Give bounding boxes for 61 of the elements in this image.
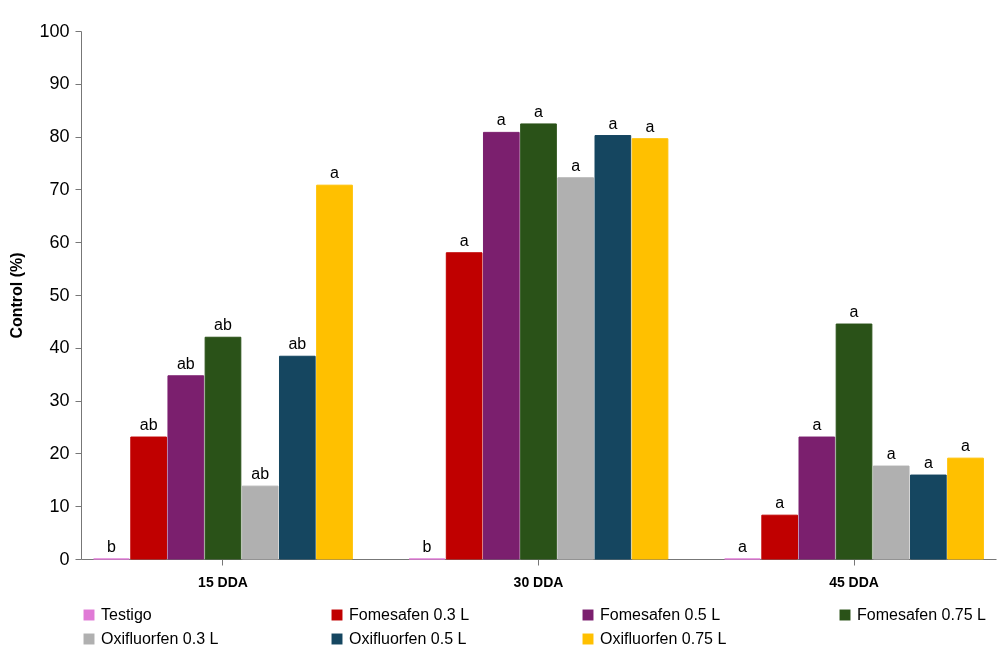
data-label: ab [251, 465, 270, 483]
data-label: ab [176, 354, 195, 372]
bar [798, 436, 836, 560]
data-label: a [608, 114, 618, 132]
data-label: b [422, 538, 432, 555]
data-label: a [849, 303, 859, 321]
data-label: a [775, 494, 785, 512]
bar [278, 355, 316, 560]
data-label: a [534, 102, 544, 120]
data-label: a [496, 111, 506, 129]
x-tick-label: 30 DDA [513, 573, 564, 590]
bar [872, 465, 910, 560]
legend-label: Testigo [101, 606, 152, 623]
bar [835, 323, 873, 560]
legend-label: Fomesafen 0.3 L [349, 606, 470, 623]
bar [910, 474, 947, 560]
y-tick-label: 40 [49, 337, 70, 358]
x-tick-label: 45 DDA [829, 573, 879, 590]
y-tick-label: 20 [49, 442, 70, 463]
data-label: a [645, 117, 655, 135]
data-label: a [571, 156, 581, 174]
bar [241, 485, 279, 560]
data-label: a [961, 437, 971, 455]
legend-label: Oxifluorfen 0.3 L [101, 630, 219, 647]
y-tick-label: 30 [49, 390, 70, 411]
bar [557, 177, 595, 560]
bar [594, 135, 632, 560]
data-label: a [330, 164, 340, 182]
data-label: a [738, 538, 748, 555]
legend-label: Oxifluorfen 0.75 L [600, 630, 727, 647]
x-tick-label: 15 DDA [198, 573, 248, 590]
bar [204, 336, 242, 560]
data-label: ab [288, 335, 307, 353]
bar [130, 436, 167, 560]
bar [482, 131, 520, 560]
y-tick-label: 10 [49, 495, 70, 516]
y-tick-label: 50 [49, 284, 70, 305]
data-label: a [812, 416, 822, 434]
data-label: a [459, 231, 469, 249]
bar [316, 184, 353, 560]
legend-label: Oxifluorfen 0.5 L [349, 630, 467, 647]
y-tick-label: 0 [59, 548, 70, 569]
data-label: a [923, 454, 933, 472]
bar [947, 457, 984, 560]
data-label: b [107, 538, 117, 555]
bar [631, 138, 669, 560]
y-tick-label: 80 [49, 126, 70, 147]
bar [761, 514, 799, 560]
y-tick-label: 100 [39, 20, 70, 41]
y-tick-label: 60 [49, 231, 70, 252]
data-label: ab [139, 416, 158, 434]
bar [167, 375, 205, 560]
y-tick-label: 90 [49, 73, 70, 94]
y-tick-label: 70 [49, 178, 70, 199]
y-axis-title: Control (%) [8, 252, 26, 339]
data-label: ab [214, 316, 232, 334]
bar [445, 252, 483, 560]
legend-label: Fomesafen 0.75 L [857, 606, 987, 623]
data-label: a [886, 445, 896, 463]
legend-label: Fomesafen 0.5 L [600, 606, 721, 623]
bar [520, 123, 557, 560]
